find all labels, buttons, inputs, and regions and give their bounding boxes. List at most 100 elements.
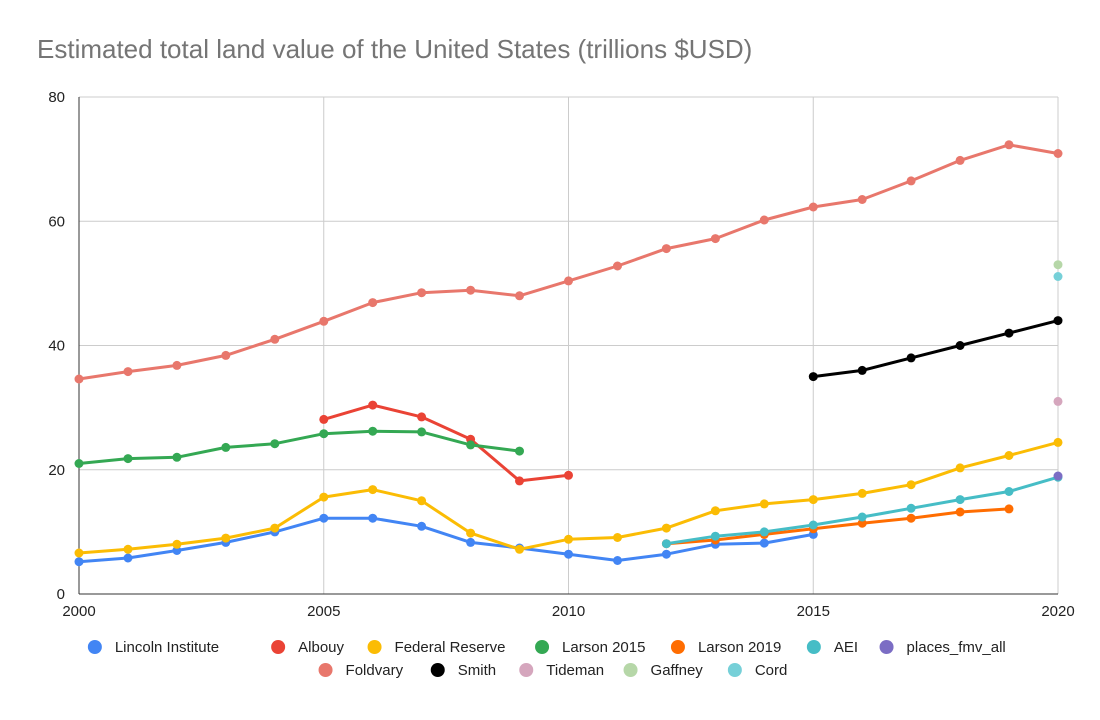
data-point <box>955 341 965 350</box>
series-line <box>322 403 570 483</box>
legend-item: Cord <box>727 662 787 679</box>
legend-item: Albouy <box>271 639 345 656</box>
legend-swatch <box>318 663 333 677</box>
series-layer <box>74 140 1063 567</box>
data-point <box>857 518 867 528</box>
series-line <box>77 516 815 564</box>
data-point <box>710 531 720 541</box>
data-point <box>906 503 916 513</box>
series-albouy <box>319 400 573 486</box>
legend-label: Larson 2015 <box>562 639 645 656</box>
data-point <box>613 556 622 565</box>
y-tick-label: 20 <box>48 462 65 479</box>
data-point <box>759 215 769 225</box>
legend-swatch <box>519 663 534 677</box>
data-point <box>417 412 427 422</box>
data-point <box>857 195 867 204</box>
series-federal-reserve <box>74 437 1063 558</box>
data-point <box>123 553 133 563</box>
data-point <box>368 485 378 495</box>
data-point <box>466 285 476 295</box>
data-point <box>661 244 671 254</box>
data-point <box>564 276 573 286</box>
legend-label: Smith <box>458 662 496 679</box>
legend-item: Gaffney <box>623 662 703 679</box>
legend-item: Larson 2019 <box>670 639 781 656</box>
data-point <box>172 452 182 462</box>
data-point <box>270 439 280 449</box>
data-point <box>319 429 329 439</box>
legend-swatch <box>271 640 286 654</box>
data-point <box>1053 272 1063 281</box>
legend-swatch <box>727 663 742 677</box>
data-point <box>1053 471 1063 481</box>
legend-label: places_fmv_all <box>907 639 1006 656</box>
data-point <box>417 521 427 531</box>
data-point <box>74 459 84 468</box>
data-point <box>368 513 378 523</box>
data-point <box>221 350 231 360</box>
data-point <box>955 507 965 517</box>
data-point <box>319 414 329 424</box>
data-point <box>1004 328 1014 338</box>
data-point <box>466 440 476 450</box>
legend-item: Federal Reserve <box>367 639 506 656</box>
data-point <box>808 520 818 530</box>
data-point <box>466 537 476 547</box>
legend-swatch <box>806 640 821 654</box>
data-point <box>1053 260 1063 270</box>
data-point <box>172 360 182 370</box>
data-point <box>759 538 769 548</box>
data-point <box>368 400 378 410</box>
data-point <box>319 316 329 326</box>
data-point <box>759 527 769 537</box>
series-places-fmv-all <box>1053 471 1063 481</box>
data-point <box>1004 504 1014 514</box>
series-larson-2015 <box>74 426 524 468</box>
chart-title: Estimated total land value of the United… <box>37 34 752 64</box>
y-tick-label: 0 <box>57 586 65 603</box>
legend-swatch <box>367 640 382 654</box>
x-tick-label: 2015 <box>797 603 830 620</box>
x-tick-label: 2010 <box>552 603 585 620</box>
legend-swatch <box>670 640 685 654</box>
data-point <box>955 463 965 473</box>
data-point <box>955 155 965 165</box>
data-point <box>564 470 573 480</box>
series-gaffney <box>1053 260 1063 270</box>
data-point <box>710 234 720 244</box>
legend-swatch <box>535 640 550 654</box>
legend-swatch <box>430 663 445 677</box>
legend-label: Lincoln Institute <box>115 639 219 656</box>
legend-item: Tideman <box>519 662 604 679</box>
data-point <box>368 426 378 436</box>
x-tick-label: 2005 <box>307 603 340 620</box>
data-point <box>1053 396 1063 406</box>
legend-label: AEI <box>834 639 858 656</box>
data-point <box>123 544 133 554</box>
data-point <box>515 544 524 554</box>
legend-label: Tideman <box>546 662 604 679</box>
data-point <box>515 291 524 301</box>
x-tick-label: 2020 <box>1041 603 1074 620</box>
legend-label: Larson 2019 <box>698 639 781 656</box>
data-point <box>515 476 524 486</box>
data-point <box>1004 487 1014 496</box>
data-point <box>74 548 84 558</box>
legend-item: Foldvary <box>318 662 404 679</box>
data-point <box>172 546 182 555</box>
series-smith <box>808 316 1063 382</box>
data-point <box>613 261 622 271</box>
data-point <box>955 495 965 505</box>
data-point <box>221 533 231 543</box>
data-point <box>661 523 671 533</box>
grid-layer: 0 20 40 60 80 2000 2005 2010 2015 2020 <box>48 89 1074 620</box>
data-point <box>1053 437 1063 447</box>
data-point <box>857 365 867 375</box>
data-point <box>906 480 916 490</box>
legend-item: places_fmv_all <box>879 639 1006 656</box>
legend-item: Larson 2015 <box>535 639 645 656</box>
data-point <box>368 298 378 308</box>
legend-label: Federal Reserve <box>395 639 506 656</box>
